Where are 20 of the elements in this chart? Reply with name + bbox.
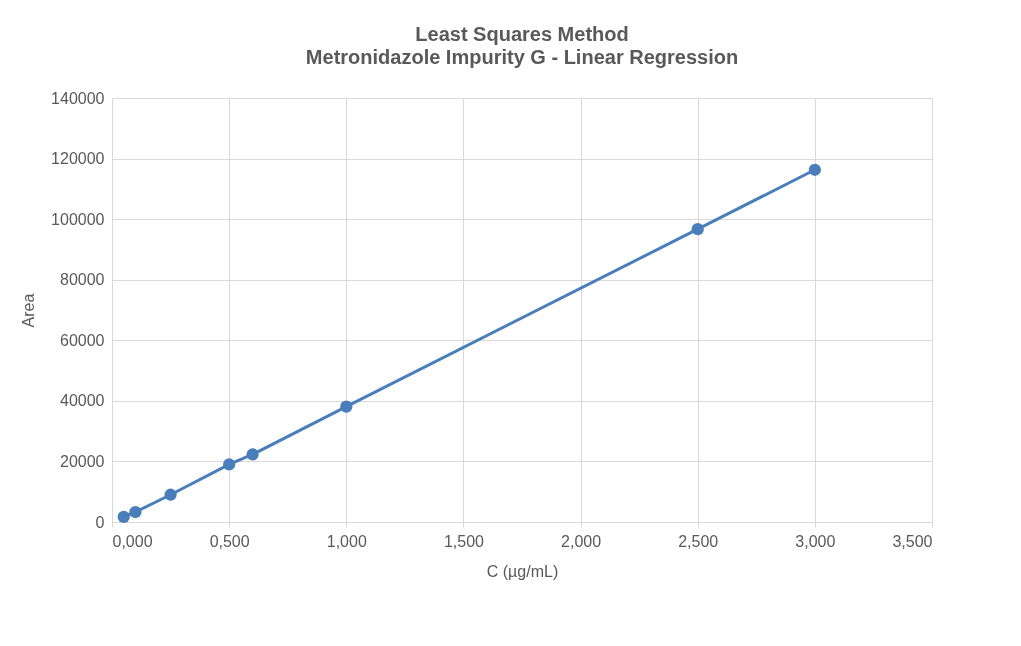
y-tick-label: 140000 (51, 89, 105, 107)
x-tick-label: 3,500 (892, 532, 933, 550)
x-axis-title: C (µg/mL) (486, 562, 559, 580)
x-tick-label: 1,500 (443, 532, 485, 550)
x-tick-label: 1,000 (326, 532, 367, 550)
x-tick-label: 0,000 (112, 532, 153, 550)
chart-title: Least Squares Method (415, 23, 629, 45)
y-tick-label: 0 (95, 513, 105, 531)
y-tick-label: 120000 (51, 150, 105, 168)
x-tick-label: 0,500 (209, 532, 250, 550)
x-tick-label: 3,000 (795, 532, 836, 550)
y-tick-label: 80000 (60, 271, 105, 289)
y-axis-title: Area (20, 293, 38, 328)
y-tick-label: 20000 (60, 452, 105, 470)
y-tick-label: 100000 (51, 210, 105, 228)
x-tick-label: 2,500 (678, 532, 719, 550)
x-tick-label: 2,000 (561, 532, 602, 550)
y-tick-label: 40000 (60, 392, 105, 410)
chart-subtitle: Metronidazole Impurity G - Linear Regression (305, 46, 739, 68)
y-tick-label: 60000 (60, 331, 105, 349)
